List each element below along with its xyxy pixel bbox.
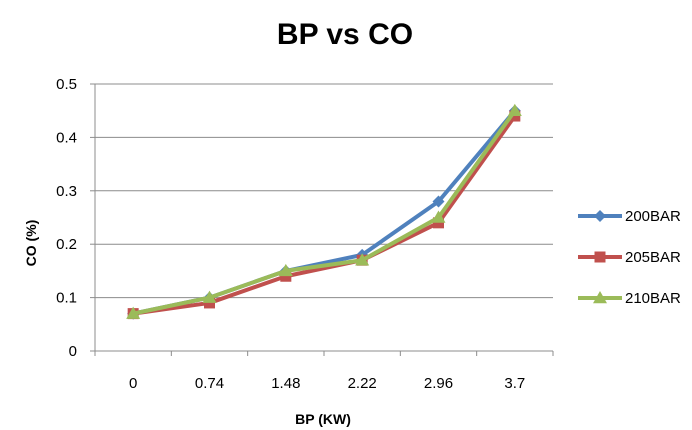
legend-label: 210BAR: [625, 290, 681, 307]
x-tick-labels: 0 0.74 1.48 2.22 2.96 3.7: [129, 375, 525, 392]
series-210bar: [126, 103, 522, 319]
y-tick-label: 0: [69, 343, 77, 360]
legend-marker: [594, 210, 606, 222]
y-tick-label: 0.2: [56, 236, 77, 253]
data-point: [432, 195, 445, 208]
series: [126, 103, 522, 320]
y-tick-labels: 0 0.1 0.2 0.3 0.4 0.5: [56, 76, 77, 360]
x-tick-label: 2.96: [424, 375, 453, 392]
data-point: [278, 263, 293, 277]
y-tick-label: 0.3: [56, 183, 77, 200]
axes: [90, 83, 554, 356]
series-line: [132, 109, 517, 316]
data-point: [507, 103, 522, 116]
gridlines: [95, 83, 553, 299]
data-point: [431, 210, 446, 223]
series-line: [132, 109, 517, 316]
x-axis-title: BP (KW): [295, 411, 351, 427]
chart-title: BP vs CO: [277, 18, 413, 51]
legend-label: 200BAR: [625, 208, 681, 225]
series-205bar: [127, 110, 521, 320]
x-tick-label: 1.48: [271, 375, 300, 392]
data-point: [433, 217, 444, 229]
x-tick-label: 0.74: [195, 375, 224, 392]
data-point: [126, 306, 141, 319]
series-line: [132, 114, 517, 316]
legend-entry: 205BAR: [578, 249, 681, 266]
data-point: [509, 110, 521, 122]
legend-marker: [594, 251, 606, 263]
legend-marker: [593, 291, 607, 304]
x-tick-label: 2.22: [348, 375, 377, 392]
data-point: [204, 297, 215, 309]
y-tick-label: 0.5: [56, 76, 77, 93]
data-point: [280, 270, 292, 282]
x-tick-label: 3.7: [504, 375, 525, 392]
legend: 200BAR 205BAR 210BAR: [578, 208, 681, 307]
x-tick-label: 0: [129, 375, 137, 392]
legend-label: 205BAR: [625, 249, 681, 266]
legend-entry: 210BAR: [578, 290, 681, 307]
legend-entry: 200BAR: [578, 208, 681, 225]
y-tick-label: 0.4: [56, 129, 77, 146]
y-axis-title: CO (%): [23, 220, 39, 267]
data-point: [355, 253, 370, 266]
data-point: [202, 290, 217, 303]
y-tick-label: 0.1: [56, 290, 77, 307]
